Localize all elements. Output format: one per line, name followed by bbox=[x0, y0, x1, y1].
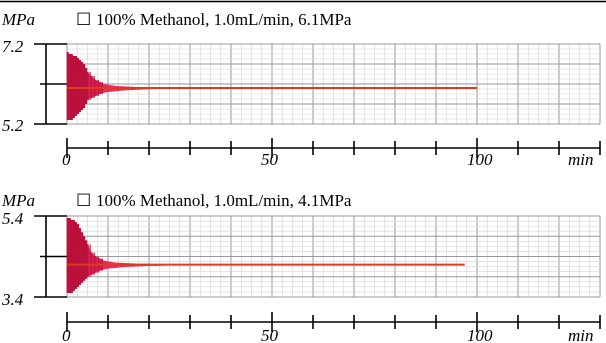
pressure-trace-noise bbox=[66, 52, 103, 120]
y-axis bbox=[34, 215, 67, 298]
chart-title: 100% Methanol, 1.0mL/min, 4.1MPa bbox=[96, 191, 352, 210]
y-tick-label-min: 3.4 bbox=[1, 290, 24, 309]
x-axis-label: min bbox=[568, 326, 594, 343]
x-axis bbox=[66, 312, 601, 332]
chart-methanol-4-1mpa: MPa ☐ 100% Methanol, 1.0mL/min, 4.1MPa 5… bbox=[1, 191, 601, 343]
grid bbox=[66, 215, 601, 298]
y-tick-label-max: 7.2 bbox=[2, 37, 24, 56]
x-tick-label-100: 100 bbox=[467, 326, 493, 343]
y-unit-label: MPa bbox=[1, 191, 35, 210]
x-tick-label-50: 50 bbox=[261, 150, 279, 169]
legend-marker: ☐ bbox=[76, 191, 91, 210]
x-tick-label-100: 100 bbox=[467, 150, 493, 169]
x-tick-label-0: 0 bbox=[62, 326, 71, 343]
legend-marker: ☐ bbox=[76, 10, 91, 29]
x-axis-label: min bbox=[568, 150, 594, 169]
y-unit-label: MPa bbox=[1, 10, 35, 29]
y-tick-label-max: 5.4 bbox=[2, 209, 24, 228]
chart-methanol-6-1mpa: MPa ☐ 100% Methanol, 1.0mL/min, 6.1MPa 7… bbox=[1, 10, 601, 169]
x-tick-label-0: 0 bbox=[62, 150, 71, 169]
x-tick-label-50: 50 bbox=[261, 326, 279, 343]
x-axis bbox=[66, 138, 601, 158]
grid bbox=[66, 43, 601, 125]
pressure-trace-noise bbox=[66, 218, 103, 293]
y-tick-label-min: 5.2 bbox=[2, 116, 24, 135]
chart-title: 100% Methanol, 1.0mL/min, 6.1MPa bbox=[96, 10, 352, 29]
y-axis bbox=[34, 43, 67, 125]
